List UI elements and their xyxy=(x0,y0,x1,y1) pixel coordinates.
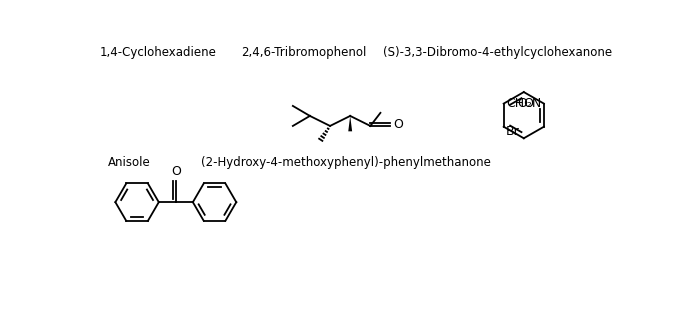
Text: Br: Br xyxy=(506,125,520,138)
Text: CHO: CHO xyxy=(506,97,534,110)
Polygon shape xyxy=(348,116,352,131)
Text: 1,4-Cyclohexadiene: 1,4-Cyclohexadiene xyxy=(100,45,217,59)
Text: 2,4,6-Tribromophenol: 2,4,6-Tribromophenol xyxy=(241,45,367,59)
Text: (S)-3,3-Dibromo-4-ethylcyclohexanone: (S)-3,3-Dibromo-4-ethylcyclohexanone xyxy=(383,45,612,59)
Text: O: O xyxy=(171,164,181,177)
Text: (2-Hydroxy-4-methoxyphenyl)-phenylmethanone: (2-Hydroxy-4-methoxyphenyl)-phenylmethan… xyxy=(201,156,491,169)
Text: O₂N: O₂N xyxy=(517,97,541,110)
Text: Anisole: Anisole xyxy=(107,156,151,169)
Text: O: O xyxy=(393,118,403,131)
